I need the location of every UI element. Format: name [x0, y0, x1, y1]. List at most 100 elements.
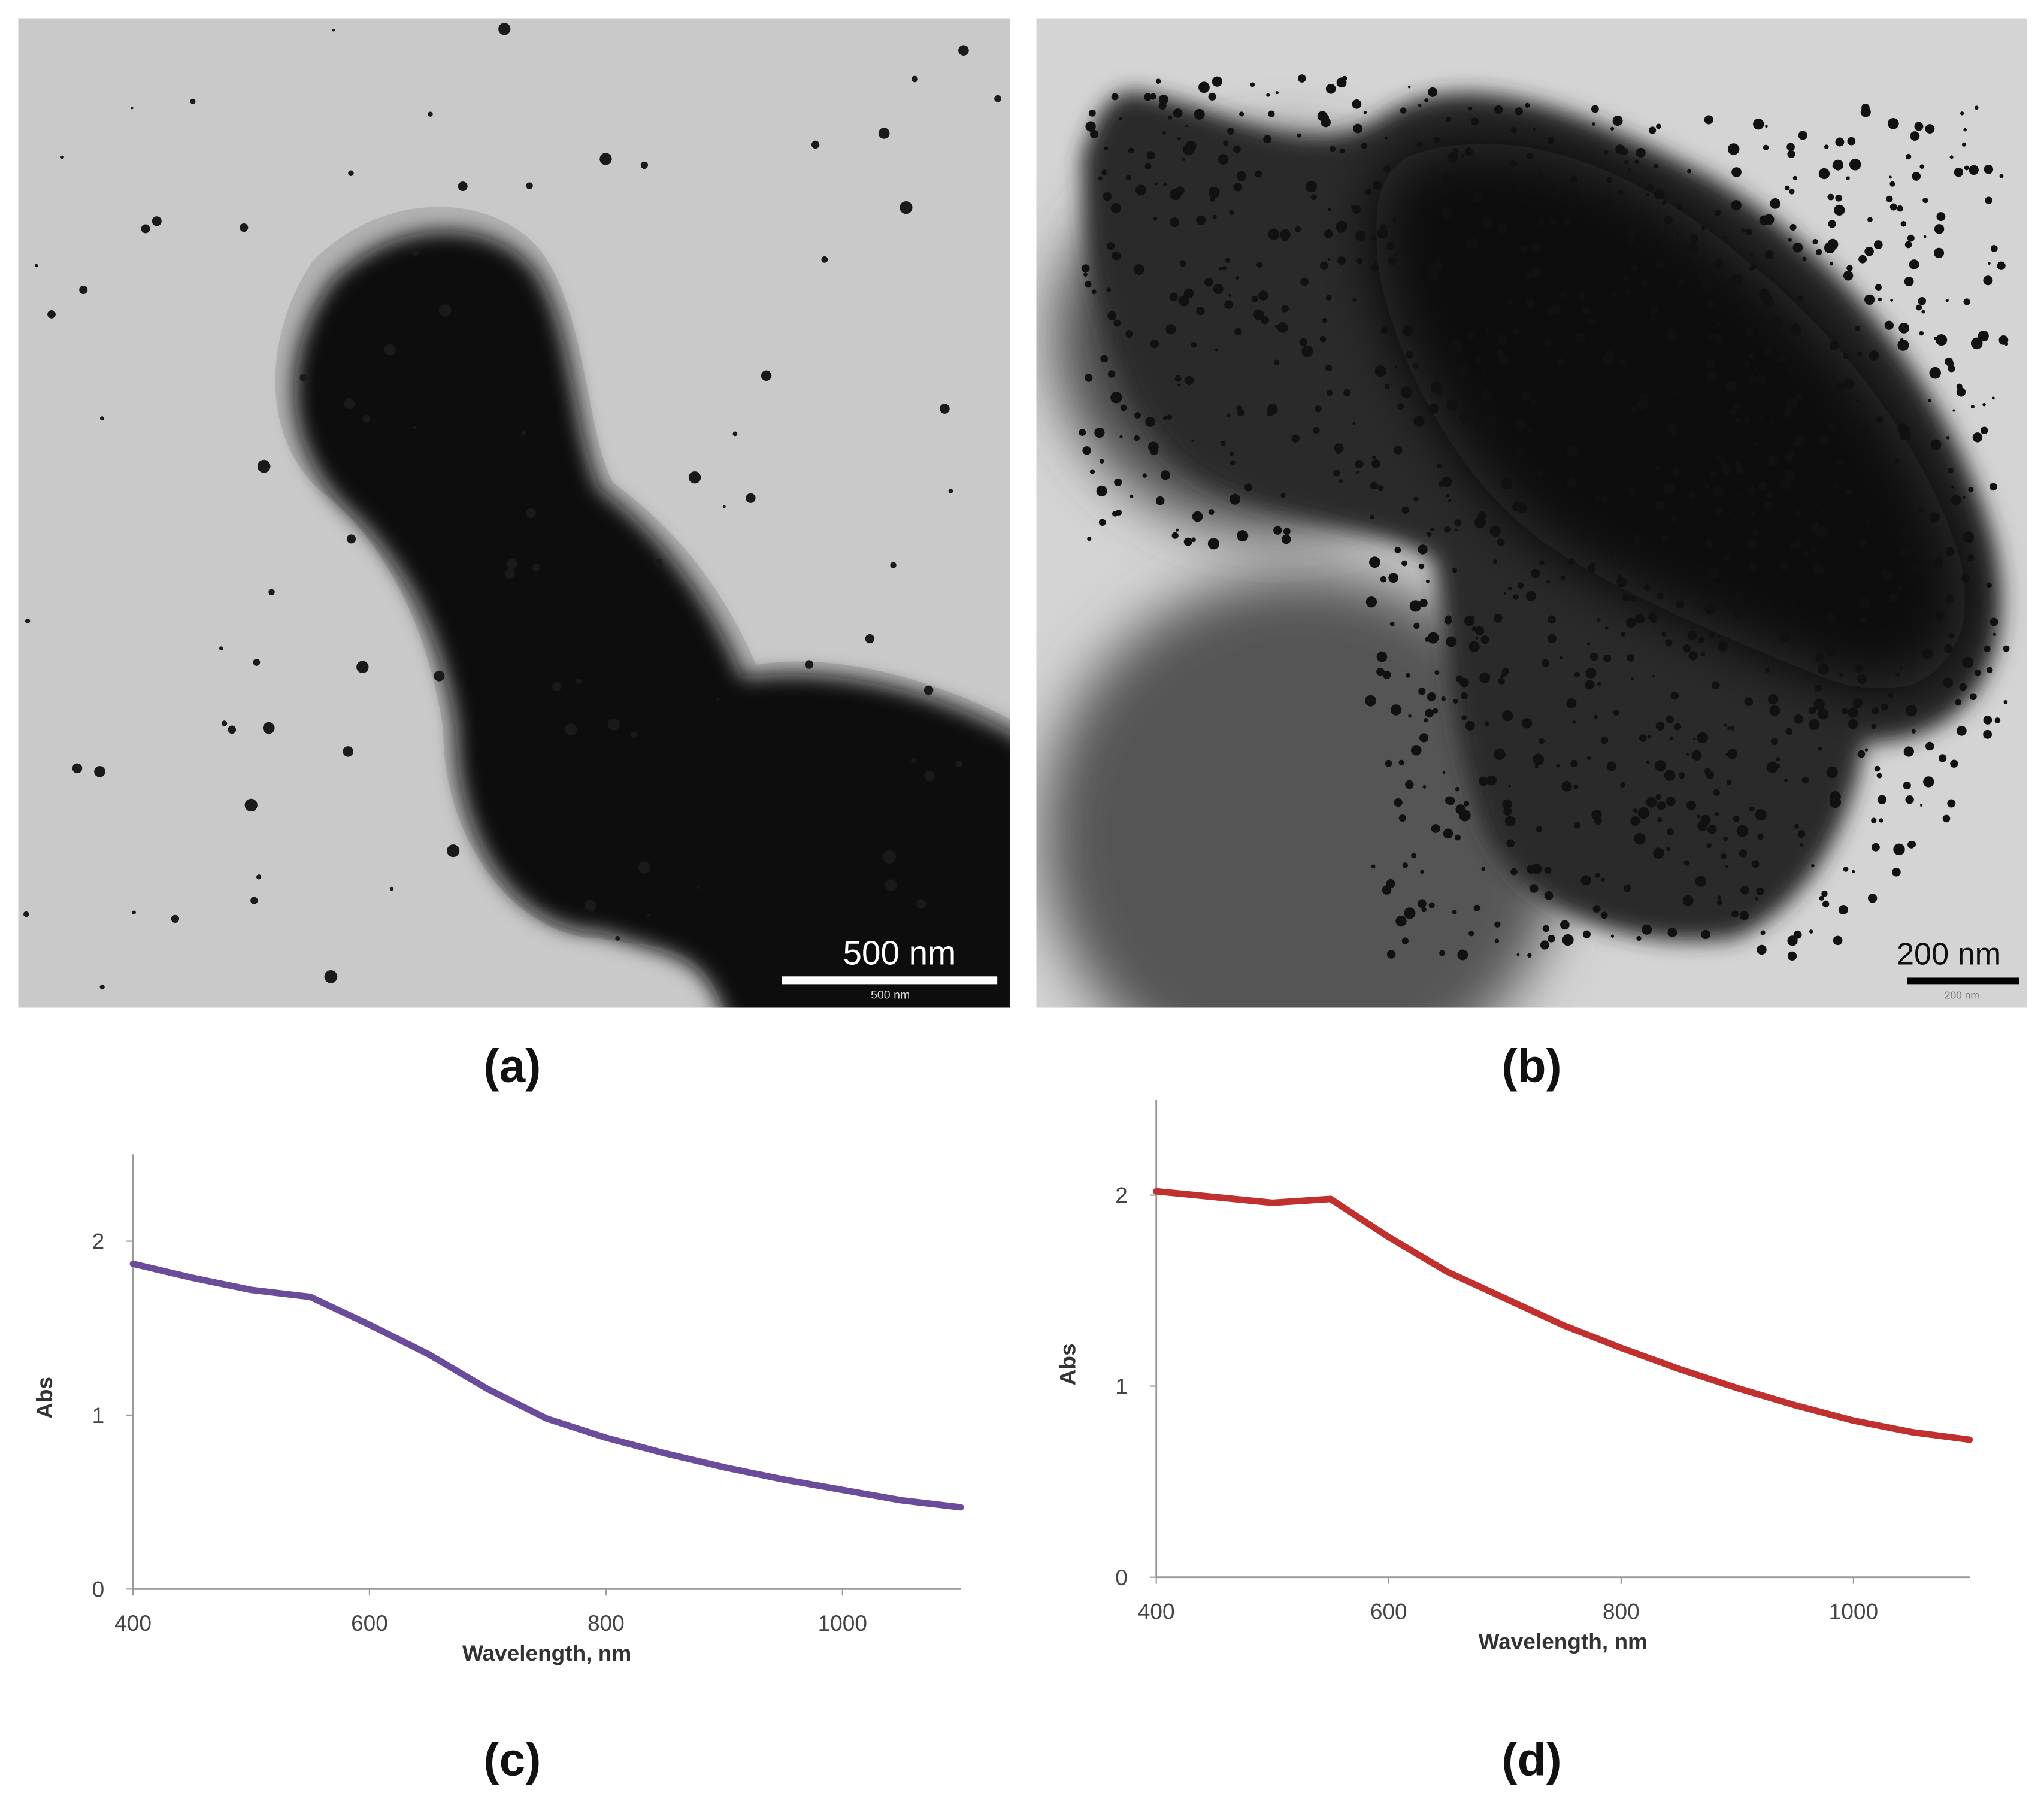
- particle: [722, 505, 726, 508]
- particle: [1530, 267, 1540, 277]
- particle: [1496, 350, 1503, 357]
- particle: [1857, 750, 1866, 758]
- particle: [1933, 247, 1945, 258]
- particle: [1755, 809, 1767, 821]
- particle: [1794, 540, 1803, 549]
- particle: [1871, 723, 1876, 729]
- particle: [1433, 708, 1439, 714]
- particle: [141, 224, 150, 234]
- particle: [1631, 406, 1637, 412]
- particle: [1401, 560, 1407, 567]
- particle: [1498, 677, 1505, 685]
- particle: [1769, 705, 1780, 716]
- particle: [1793, 930, 1802, 939]
- particle: [1951, 495, 1961, 505]
- particle: [1587, 522, 1590, 525]
- particle: [1818, 663, 1830, 675]
- particle: [1963, 298, 1970, 305]
- particle: [1436, 463, 1442, 469]
- particle: [1574, 671, 1580, 678]
- particle: [1552, 338, 1556, 341]
- particle: [1250, 82, 1255, 87]
- particle: [1098, 519, 1106, 526]
- particle: [1904, 241, 1912, 249]
- particle: [1964, 165, 1969, 171]
- particle: [1792, 242, 1803, 253]
- particle: [1377, 485, 1384, 492]
- particle: [1365, 695, 1376, 707]
- particle: [1744, 532, 1748, 535]
- particle: [1125, 174, 1132, 181]
- particle: [1591, 105, 1599, 113]
- particle: [1501, 667, 1510, 675]
- particle: [1546, 487, 1550, 490]
- particle: [1872, 707, 1879, 714]
- particle: [1906, 705, 1917, 717]
- particle: [1374, 365, 1387, 377]
- particle: [1794, 823, 1800, 829]
- particle: [1524, 102, 1530, 108]
- particle: [1813, 564, 1824, 575]
- particle: [1155, 78, 1161, 84]
- particle: [1146, 151, 1155, 160]
- particle: [1085, 374, 1093, 382]
- particle: [1531, 489, 1534, 493]
- particle: [1888, 593, 1898, 604]
- particle: [1315, 405, 1322, 413]
- particle: [1988, 262, 1991, 265]
- particle: [912, 75, 918, 83]
- particle: [1829, 341, 1839, 351]
- particle: [1859, 598, 1870, 609]
- particle: [585, 900, 597, 912]
- particle: [1601, 198, 1613, 210]
- particle: [1727, 726, 1731, 730]
- particle: [1594, 714, 1598, 719]
- particle: [1319, 261, 1328, 270]
- particle: [190, 98, 196, 104]
- particle: [1477, 511, 1486, 520]
- particle: [1135, 184, 1146, 196]
- particle: [1570, 189, 1579, 198]
- particle: [1676, 392, 1679, 395]
- particle: [1676, 204, 1683, 211]
- particle: [1162, 416, 1168, 420]
- data-line: [129, 1260, 964, 1511]
- particle: [1618, 190, 1624, 195]
- particle: [1218, 154, 1229, 165]
- particle: [1678, 279, 1685, 286]
- particle: [1764, 250, 1774, 259]
- particle: [1655, 722, 1665, 731]
- particle: [1441, 696, 1446, 701]
- particle: [1697, 732, 1709, 744]
- particle: [1757, 375, 1766, 384]
- particle: [1468, 641, 1480, 652]
- particle: [1561, 781, 1572, 792]
- particle: [761, 370, 772, 381]
- particle: [1400, 386, 1413, 398]
- particle: [1382, 670, 1391, 679]
- particle: [1440, 190, 1445, 195]
- particle: [1551, 184, 1556, 190]
- particle: [1459, 412, 1471, 423]
- particle: [1406, 673, 1411, 678]
- particle: [526, 182, 533, 189]
- particle: [1835, 137, 1845, 147]
- particle: [1144, 163, 1152, 170]
- particle: [1459, 810, 1471, 822]
- particle: [1909, 259, 1919, 269]
- particle: [1433, 136, 1440, 144]
- particle: [299, 374, 307, 381]
- particle: [1582, 930, 1591, 938]
- particle: [1712, 487, 1721, 496]
- particle: [1319, 335, 1327, 343]
- particle: [1780, 561, 1789, 571]
- particle: [1714, 259, 1724, 269]
- particle: [1381, 326, 1389, 334]
- y-tick-label: 1: [92, 1403, 105, 1428]
- particle: [1783, 409, 1792, 418]
- particle: [1516, 953, 1520, 956]
- particle: [1859, 538, 1867, 547]
- particle: [1236, 275, 1240, 280]
- particle: [1743, 523, 1747, 526]
- x-tick-label: 1000: [1829, 1599, 1878, 1624]
